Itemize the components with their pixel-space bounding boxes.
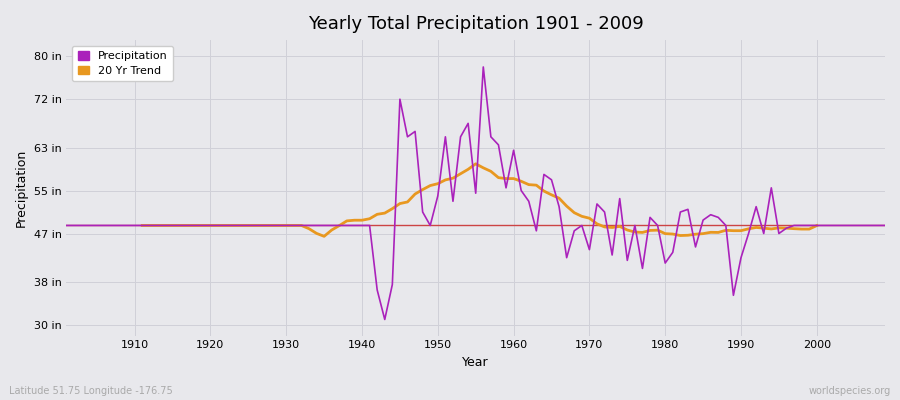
Text: Latitude 51.75 Longitude -176.75: Latitude 51.75 Longitude -176.75 <box>9 386 173 396</box>
Legend: Precipitation, 20 Yr Trend: Precipitation, 20 Yr Trend <box>72 46 173 82</box>
X-axis label: Year: Year <box>463 356 489 369</box>
Title: Yearly Total Precipitation 1901 - 2009: Yearly Total Precipitation 1901 - 2009 <box>308 15 644 33</box>
Y-axis label: Precipitation: Precipitation <box>15 149 28 227</box>
Text: worldspecies.org: worldspecies.org <box>809 386 891 396</box>
